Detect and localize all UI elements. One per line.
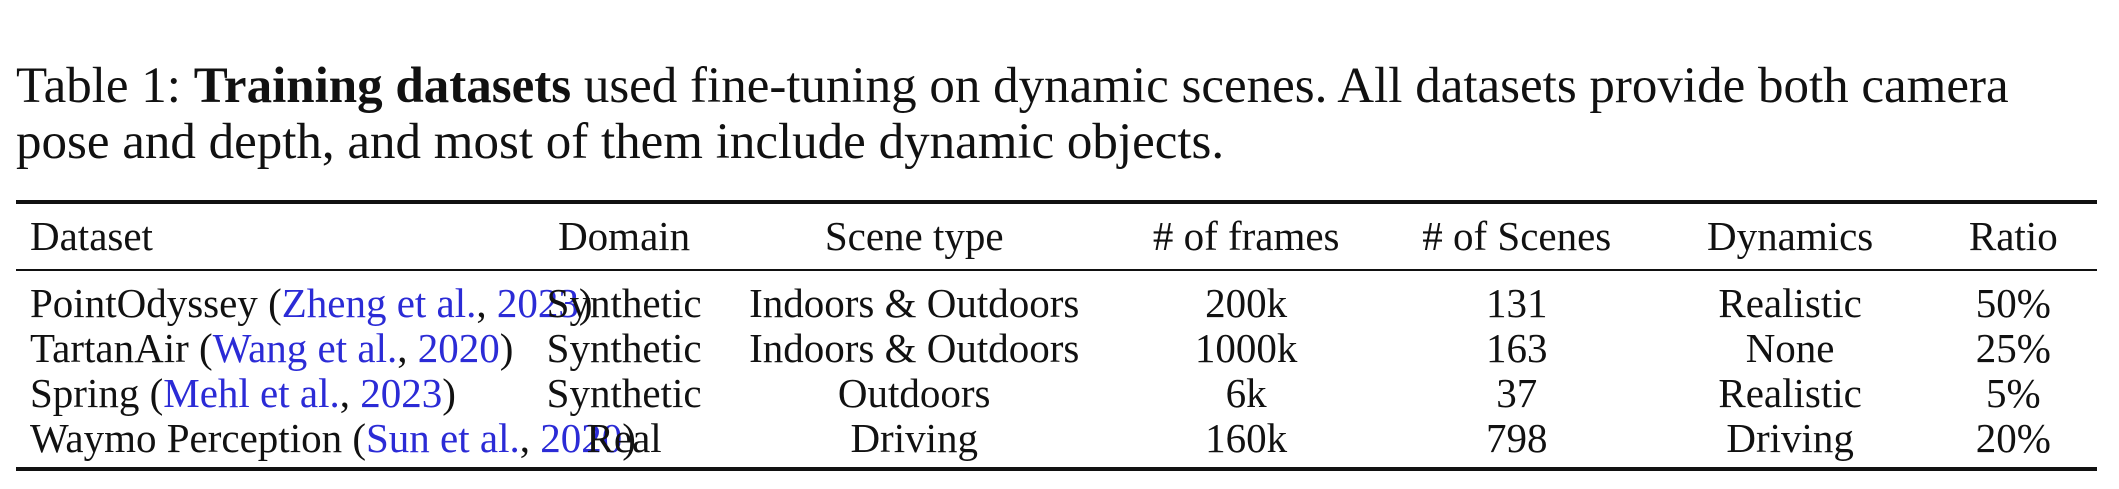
caption-line-1: Table 1: Training datasets used fine-tun… [16,58,2106,114]
table-row: Spring (Mehl et al., 2023) Synthetic Out… [16,371,2097,416]
header-scene-type: Scene type [824,213,1004,259]
frames-cell: 160k [1205,415,1288,461]
datasets-table: Dataset Domain Scene type # of frames # … [16,200,2097,471]
header-row: Dataset Domain Scene type # of frames # … [16,202,2097,270]
dataset-cell: TartanAir (Wang et al., 2020) [30,325,514,371]
header-dataset: Dataset [30,213,153,259]
citation-author-link[interactable]: Sun et al. [366,415,520,461]
dataset-cell: PointOdyssey (Zheng et al., 2023) [30,280,593,326]
domain-cell: Synthetic [546,280,702,326]
citation-year-link[interactable]: 2020 [540,415,623,461]
scene-type-cell: Outdoors [837,370,991,416]
header-dynamics: Dynamics [1706,213,1874,259]
scene-type-cell: Indoors & Outdoors [749,325,1080,371]
caption-rest: used fine-tuning on dynamic scenes. All … [571,58,2009,114]
scenes-cell: 131 [1486,280,1548,326]
dataset-cell: Spring (Mehl et al., 2023) [30,370,456,416]
dataset-name: TartanAir [30,325,189,371]
citation-author-link[interactable]: Wang et al. [212,325,398,371]
dataset-name: PointOdyssey [30,280,258,326]
ratio-cell: 25% [1975,325,2051,371]
scenes-cell: 798 [1486,415,1548,461]
ratio-cell: 50% [1975,280,2051,326]
frames-cell: 1000k [1194,325,1298,371]
scenes-cell: 37 [1496,370,1538,416]
scene-type-cell: Indoors & Outdoors [749,280,1080,326]
ratio-cell: 5% [1985,370,2041,416]
caption-bold: Training datasets [193,58,572,114]
table-caption: Table 1: Training datasets used fine-tun… [16,58,2106,170]
citation-author-link[interactable]: Mehl et al. [163,370,340,416]
caption-line-2: pose and depth, and most of them include… [16,114,1225,170]
scenes-cell: 163 [1486,325,1548,371]
table-row: PointOdyssey (Zheng et al., 2023) Synthe… [16,270,2097,326]
dynamics-cell: Realistic [1718,280,1862,326]
table-row: TartanAir (Wang et al., 2020) Synthetic … [16,326,2097,371]
dynamics-cell: Driving [1726,415,1854,461]
citation-year-link[interactable]: 2023 [360,370,443,416]
domain-cell: Synthetic [546,370,702,416]
domain-cell: Real [586,415,662,461]
citation-author-link[interactable]: Zheng et al. [281,280,477,326]
citation-year-link[interactable]: 2023 [496,280,579,326]
scene-type-cell: Driving [850,415,978,461]
caption-prefix: Table 1: [16,58,194,114]
dataset-cell: Waymo Perception (Sun et al., 2020) [30,415,636,461]
dynamics-cell: Realistic [1718,370,1862,416]
header-domain: Domain [558,213,691,259]
frames-cell: 200k [1205,280,1288,326]
header-ratio: Ratio [1968,213,2058,259]
ratio-cell: 20% [1975,415,2051,461]
header-scenes: # of Scenes [1422,213,1612,259]
frames-cell: 6k [1225,370,1267,416]
domain-cell: Synthetic [546,325,702,371]
dataset-name: Waymo Perception [30,415,343,461]
header-frames: # of frames [1152,213,1340,259]
citation-year-link[interactable]: 2020 [417,325,500,371]
dynamics-cell: None [1745,325,1835,371]
dataset-name: Spring [30,370,140,416]
table-row: Waymo Perception (Sun et al., 2020) Real… [16,416,2097,469]
